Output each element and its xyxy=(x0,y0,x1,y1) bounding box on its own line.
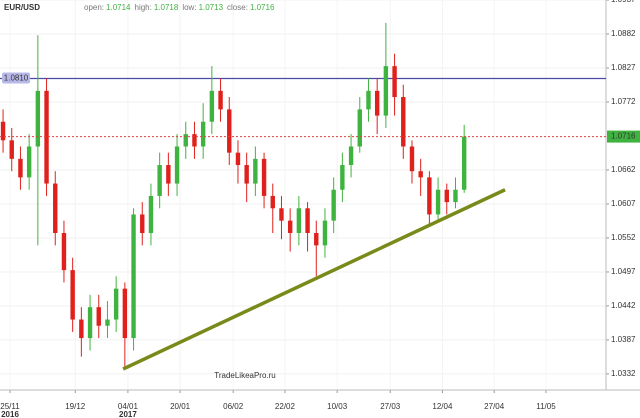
candle-body xyxy=(35,90,41,147)
level-label: 1.0810 xyxy=(4,74,29,83)
candle-body xyxy=(357,109,362,147)
x-tick-label: 25/11 xyxy=(0,402,20,411)
x-year-label: 2017 xyxy=(119,410,137,418)
candle-body xyxy=(235,152,241,166)
x-tick-label: 19/12 xyxy=(65,402,86,411)
ohlc-value: 1.0718 xyxy=(154,3,179,12)
candle-body xyxy=(157,165,162,196)
candle-body xyxy=(53,183,58,234)
ohlc-label: high: xyxy=(135,3,152,12)
candle-body xyxy=(305,208,310,234)
candle-body xyxy=(79,319,84,339)
candle-body xyxy=(314,233,319,246)
ohlc-label: low: xyxy=(182,3,196,12)
watermark: TradeLikeaPro.ru xyxy=(214,371,276,380)
y-tick-label: 1.0387 xyxy=(611,335,636,344)
candle-body xyxy=(453,189,458,203)
x-tick-label: 06/02 xyxy=(223,402,244,411)
y-tick-label: 1.0772 xyxy=(611,97,636,106)
candle-body xyxy=(70,270,75,320)
y-tick-label: 1.0827 xyxy=(611,63,636,72)
candle-body xyxy=(148,195,154,234)
candle-body xyxy=(44,90,49,184)
ohlc-value: 1.0713 xyxy=(199,3,224,12)
y-tick-label: 1.0442 xyxy=(611,301,636,310)
x-tick-label: 20/01 xyxy=(170,402,191,411)
candle-body xyxy=(26,146,32,178)
x-tick-label: 04/01 xyxy=(118,402,139,411)
y-tick-label: 1.0497 xyxy=(611,267,636,276)
candle-body xyxy=(383,66,389,116)
candle-body xyxy=(348,146,354,166)
candle-body xyxy=(287,220,293,234)
candle-body xyxy=(200,121,206,147)
candle-body xyxy=(218,90,223,110)
candle-body xyxy=(244,165,249,184)
x-tick-label: 11/05 xyxy=(536,402,556,411)
last-price-bg xyxy=(607,130,640,143)
x-tick-label: 27/03 xyxy=(380,402,401,411)
candle-body xyxy=(18,158,23,178)
candle-body xyxy=(209,90,215,122)
level-label-bg xyxy=(2,72,30,84)
candle-body xyxy=(174,146,180,184)
y-tick-label: 1.0882 xyxy=(611,29,636,38)
candle-body xyxy=(435,189,441,215)
candle-body xyxy=(461,136,467,190)
candle-body xyxy=(105,319,110,326)
candle-body xyxy=(392,66,397,98)
x-tick-label: 12/04 xyxy=(432,402,453,411)
candle-body xyxy=(9,140,14,159)
y-tick-label: 1.0607 xyxy=(611,199,636,208)
candle-body xyxy=(183,134,188,147)
candle-body xyxy=(0,121,6,141)
candle-body xyxy=(270,195,275,209)
y-tick-label: 1.0332 xyxy=(611,369,636,378)
ohlc-label: open: xyxy=(84,3,104,12)
symbol: EUR/USD xyxy=(4,3,40,12)
candle-body xyxy=(61,233,67,271)
candle-body xyxy=(261,158,267,196)
candle-body xyxy=(166,165,171,184)
last-price-label: 1.0716 xyxy=(611,132,636,141)
candle-body xyxy=(87,307,93,339)
x-tick-label: 27/04 xyxy=(484,402,505,411)
x-tick-label: 22/02 xyxy=(275,402,296,411)
candle-body xyxy=(444,189,449,203)
candle-body xyxy=(322,220,328,246)
candle-body xyxy=(296,208,302,234)
ohlc-header: open: 1.0714 high: 1.0718 low: 1.0713 close: 1.… xyxy=(84,3,275,12)
candle-body xyxy=(374,90,380,116)
candle-body xyxy=(409,146,415,172)
candle-body xyxy=(279,208,284,221)
candle-body xyxy=(253,158,258,184)
ohlc-value: 1.0714 xyxy=(106,3,131,12)
candle-body xyxy=(427,177,432,215)
x-year-label: 2016 xyxy=(1,410,19,418)
candle-body xyxy=(122,288,128,339)
candle-body xyxy=(227,109,232,153)
ohlc-label: close: xyxy=(227,3,248,12)
candle-body xyxy=(96,307,101,326)
candle-body xyxy=(366,90,371,110)
trend-line xyxy=(122,188,506,371)
candle-body xyxy=(418,171,423,178)
y-tick-label: 1.0937 xyxy=(611,0,636,4)
ohlc-value: 1.0716 xyxy=(250,3,275,12)
candle-body xyxy=(401,97,406,147)
y-tick-label: 1.0552 xyxy=(611,233,636,242)
x-tick-label: 10/03 xyxy=(327,402,348,411)
candle-body xyxy=(140,214,145,234)
candle-body xyxy=(331,189,336,221)
candle-body xyxy=(131,214,136,339)
candle-body xyxy=(192,134,197,147)
candle-body xyxy=(340,165,345,190)
y-tick-label: 1.0662 xyxy=(611,165,636,174)
candle-body xyxy=(113,288,119,320)
